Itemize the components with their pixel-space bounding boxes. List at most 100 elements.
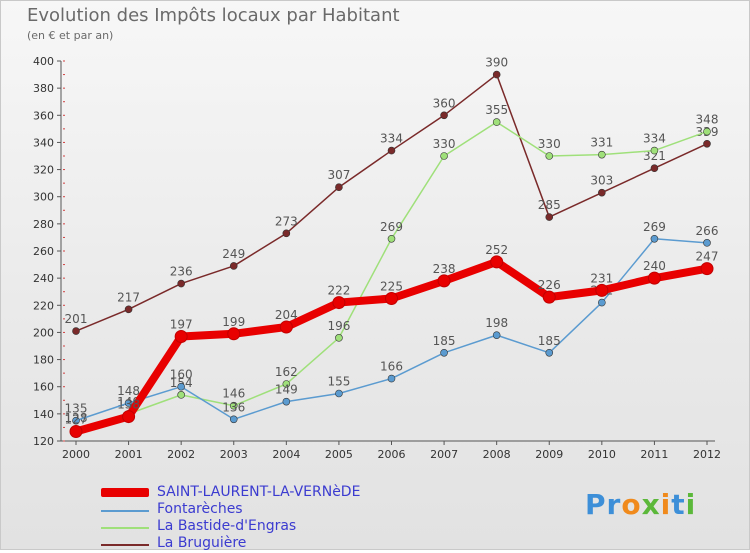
x-tick-label: 2000 bbox=[62, 448, 90, 461]
data-label: 348 bbox=[696, 113, 719, 127]
data-label: 238 bbox=[433, 262, 456, 276]
data-label: 198 bbox=[485, 316, 508, 330]
data-label: 136 bbox=[222, 400, 245, 414]
x-tick-label: 2011 bbox=[640, 448, 668, 461]
data-label: 360 bbox=[433, 96, 456, 110]
y-tick-label: 320 bbox=[33, 164, 54, 177]
x-tick-label: 2010 bbox=[588, 448, 616, 461]
data-point bbox=[279, 320, 293, 334]
data-label: 307 bbox=[327, 168, 350, 182]
data-point bbox=[703, 127, 711, 136]
data-label: 266 bbox=[696, 224, 719, 238]
data-point bbox=[440, 111, 448, 120]
x-tick-label: 2005 bbox=[325, 448, 353, 461]
data-point bbox=[282, 380, 291, 388]
data-label: 138 bbox=[117, 398, 140, 412]
data-label: 330 bbox=[433, 137, 456, 151]
x-tick-label: 2003 bbox=[220, 448, 248, 461]
y-tick-label: 200 bbox=[33, 326, 54, 339]
data-label: 154 bbox=[170, 376, 193, 390]
data-label: 149 bbox=[275, 383, 298, 397]
data-label: 247 bbox=[696, 250, 719, 264]
data-point bbox=[492, 70, 501, 79]
data-label: 321 bbox=[643, 149, 666, 163]
legend-swatch bbox=[101, 488, 149, 497]
x-tick-label: 2002 bbox=[167, 448, 195, 461]
legend-swatch bbox=[101, 544, 149, 546]
data-point bbox=[229, 262, 238, 270]
legend-label: La Bruguière bbox=[157, 535, 247, 551]
data-point bbox=[124, 399, 133, 407]
data-point bbox=[650, 146, 659, 155]
data-point bbox=[335, 334, 343, 342]
y-tick-label: 220 bbox=[33, 299, 54, 312]
x-tick-label: 2009 bbox=[535, 448, 563, 461]
legend-label: Fontarèches bbox=[157, 501, 243, 517]
data-point bbox=[72, 327, 80, 335]
data-point bbox=[437, 274, 451, 288]
data-point bbox=[227, 327, 241, 341]
data-point bbox=[545, 213, 554, 221]
data-point bbox=[385, 292, 398, 305]
data-label: 273 bbox=[275, 214, 298, 228]
data-point bbox=[440, 348, 448, 357]
x-tick-label: 2007 bbox=[430, 448, 458, 461]
data-label: 127 bbox=[65, 413, 88, 427]
data-label: 204 bbox=[275, 308, 298, 322]
proxiti-logo: Proxiti bbox=[585, 488, 697, 521]
data-label: 146 bbox=[222, 387, 245, 401]
data-point bbox=[700, 262, 714, 276]
data-point bbox=[703, 239, 711, 247]
data-point bbox=[122, 410, 136, 424]
data-point bbox=[647, 271, 661, 285]
x-tick-label: 2001 bbox=[115, 448, 143, 461]
y-tick-label: 360 bbox=[33, 109, 54, 122]
data-point bbox=[545, 152, 554, 160]
data-label: 162 bbox=[275, 365, 298, 379]
chart-subtitle: (en € et par an) bbox=[27, 29, 114, 42]
data-label: 160 bbox=[170, 368, 193, 382]
data-label: 330 bbox=[538, 137, 561, 151]
data-label: 197 bbox=[170, 318, 193, 332]
data-label: 303 bbox=[590, 174, 613, 188]
data-label: 269 bbox=[643, 220, 666, 234]
y-tick-label: 300 bbox=[33, 191, 54, 204]
data-point bbox=[650, 164, 659, 173]
data-label: 355 bbox=[485, 103, 508, 117]
y-tick-label: 260 bbox=[33, 245, 54, 258]
data-point bbox=[229, 401, 238, 410]
data-point bbox=[69, 425, 83, 438]
data-label: 240 bbox=[643, 259, 666, 273]
chart-title: Evolution des Impôts locaux par Habitant bbox=[27, 5, 400, 26]
y-tick-label: 160 bbox=[33, 381, 54, 394]
data-point bbox=[177, 279, 185, 288]
data-point bbox=[545, 348, 554, 357]
y-tick-label: 240 bbox=[33, 272, 54, 285]
data-point bbox=[598, 150, 606, 159]
data-label: 252 bbox=[485, 243, 508, 257]
data-point bbox=[72, 416, 80, 425]
x-tick-label: 2008 bbox=[483, 448, 511, 461]
data-label: 249 bbox=[222, 247, 245, 261]
data-point bbox=[440, 152, 448, 160]
data-label: 201 bbox=[65, 312, 88, 326]
data-point bbox=[177, 382, 185, 391]
data-label: 148 bbox=[117, 384, 140, 398]
legend-label: SAINT-LAURENT-LA-VERNèDE bbox=[157, 484, 361, 500]
data-point bbox=[387, 146, 396, 155]
y-tick-label: 340 bbox=[33, 136, 54, 149]
data-point bbox=[335, 389, 343, 398]
data-label: 185 bbox=[433, 334, 456, 348]
y-tick-label: 120 bbox=[33, 435, 54, 448]
data-point bbox=[229, 415, 238, 424]
y-tick-label: 180 bbox=[33, 354, 54, 367]
data-point bbox=[282, 229, 291, 238]
legend-swatch bbox=[101, 510, 149, 512]
y-tick-label: 140 bbox=[33, 408, 54, 421]
data-label: 225 bbox=[380, 280, 403, 294]
data-label: 231 bbox=[590, 271, 613, 285]
data-label: 155 bbox=[327, 375, 350, 389]
data-point bbox=[595, 283, 609, 297]
data-point bbox=[703, 139, 711, 148]
